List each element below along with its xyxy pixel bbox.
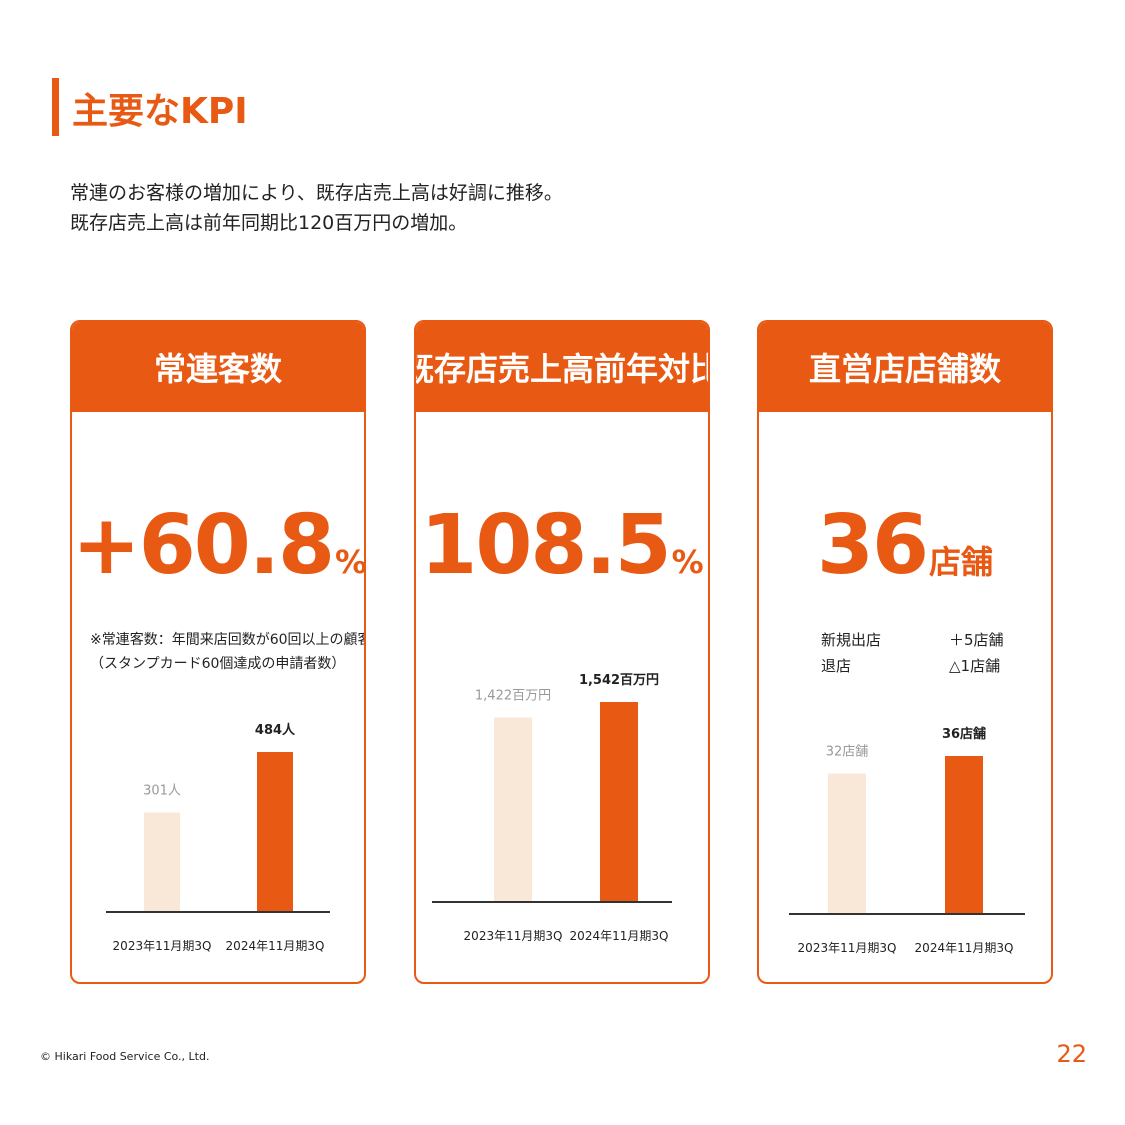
bar-curr <box>600 702 638 902</box>
bar-value-label: 36店舗 <box>942 726 986 742</box>
bar-prev <box>828 773 866 914</box>
note-line-2: （スタンプカード60個達成の申請者数） <box>90 656 346 672</box>
bar-value-label: 32店舗 <box>826 745 869 760</box>
bar-prev <box>494 717 532 902</box>
kpi-value: 108.5% <box>416 498 708 593</box>
kpi-value-number: 108.5 <box>420 498 671 593</box>
note-line-1: ※常連客数：年間来店回数が60回以上の顧客数 <box>90 632 366 648</box>
bar-curr <box>945 756 983 914</box>
title-accent-bar <box>52 78 59 136</box>
kpi-card-direct-stores: 直営店店舗数 36店舗 新規出店 ＋5店舗 退店 △1店舗 32店舗 2023年1… <box>757 320 1053 984</box>
x-tick-label: 2023年11月期3Q <box>464 929 563 943</box>
stat-label: 退店 <box>821 657 852 675</box>
bar-value-label: 484人 <box>255 722 296 738</box>
stat-value: ＋5店舗 <box>949 631 1004 649</box>
description-line-2: 既存店売上高は前年同期比120百万円の増加。 <box>70 212 468 234</box>
copyright: © Hikari Food Service Co., Ltd. <box>40 1050 210 1063</box>
bar-value-label: 1,422百万円 <box>475 689 551 704</box>
card-title: 常連客数 <box>72 322 364 412</box>
bar-curr <box>257 752 293 912</box>
bar-value-label: 1,542百万円 <box>579 673 659 688</box>
x-tick-label: 2023年11月期3Q <box>113 939 212 953</box>
description-line-1: 常連のお客様の増加により、既存店売上高は好調に推移。 <box>70 182 563 204</box>
kpi-value: 36店舗 <box>759 498 1051 593</box>
page-title: 主要なKPI <box>72 91 248 132</box>
x-tick-label: 2024年11月期3Q <box>915 941 1014 955</box>
bar-prev <box>144 812 180 912</box>
kpi-value: +60.8% <box>72 498 364 593</box>
card-title: 直営店店舗数 <box>759 322 1051 412</box>
kpi-value-unit: 店舗 <box>929 543 994 581</box>
x-tick-label: 2024年11月期3Q <box>226 939 325 953</box>
x-tick-label: 2023年11月期3Q <box>798 941 897 955</box>
kpi-value-unit: % <box>671 543 704 581</box>
kpi-note: ※常連客数：年間来店回数が60回以上の顧客数 （スタンプカード60個達成の申請者… <box>90 628 366 676</box>
stat-row-new: 新規出店 ＋5店舗 <box>821 627 1004 653</box>
bar-value-label: 301人 <box>143 783 181 798</box>
card-title: 既存店売上高前年対比 <box>416 322 708 412</box>
kpi-value-number: +60.8 <box>72 498 335 593</box>
bar-chart-existing-store-sales: 1,422百万円 2023年11月期3Q 1,542百万円 2024年11月期3Q <box>432 673 672 943</box>
description: 常連のお客様の増加により、既存店売上高は好調に推移。 既存店売上高は前年同期比1… <box>70 178 563 238</box>
x-tick-label: 2024年11月期3Q <box>570 929 669 943</box>
kpi-value-unit: % <box>335 543 366 581</box>
stat-value: △1店舗 <box>949 657 1001 675</box>
page-number: 22 <box>1056 1040 1087 1068</box>
kpi-value-number: 36 <box>816 498 929 593</box>
kpi-card-existing-store-sales: 既存店売上高前年対比 108.5% 1,422百万円 2023年11月期3Q 1,5… <box>414 320 710 984</box>
store-change-stats: 新規出店 ＋5店舗 退店 △1店舗 <box>821 627 1004 679</box>
bar-chart-direct-stores: 32店舗 2023年11月期3Q 36店舗 2024年11月期3Q <box>789 726 1025 955</box>
stat-row-closed: 退店 △1店舗 <box>821 653 1004 679</box>
stat-label: 新規出店 <box>821 631 882 649</box>
bar-chart-regular-customers: 301人 2023年11月期3Q 484人 2024年11月期3Q <box>106 722 330 953</box>
kpi-card-regular-customers: 常連客数 +60.8% ※常連客数：年間来店回数が60回以上の顧客数 （スタンプ… <box>70 320 366 984</box>
